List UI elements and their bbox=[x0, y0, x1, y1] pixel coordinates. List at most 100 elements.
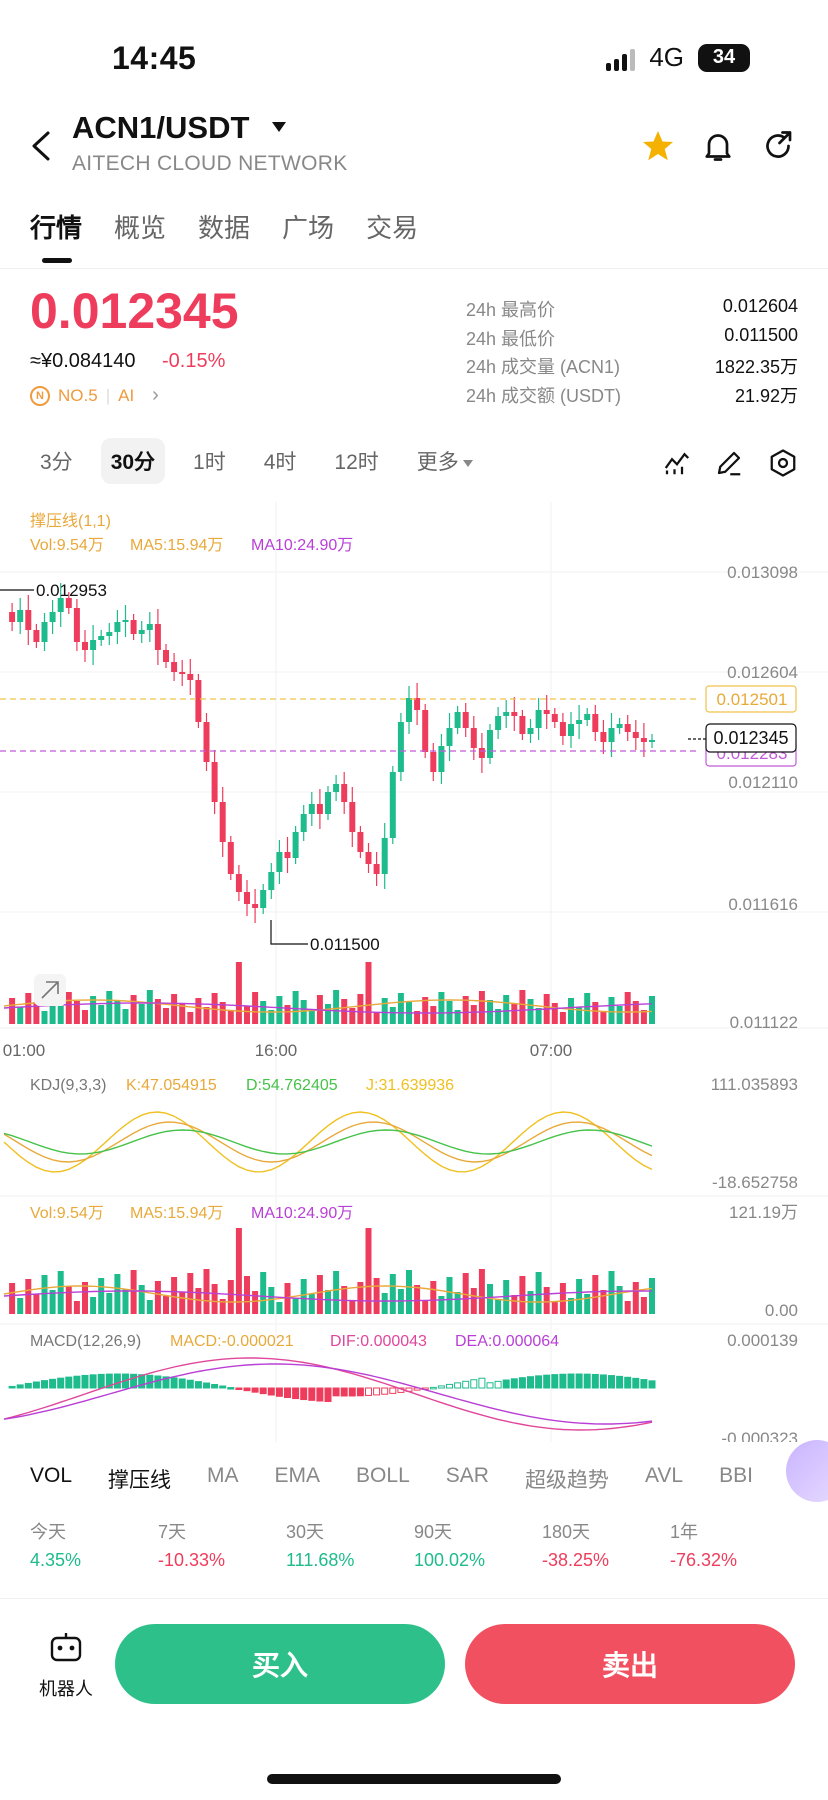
volume-bar bbox=[325, 1290, 331, 1314]
assistant-float-button[interactable] bbox=[786, 1440, 828, 1502]
buy-button[interactable]: 买入 bbox=[115, 1624, 445, 1704]
volume-bar bbox=[82, 1282, 88, 1314]
timeframe-3m[interactable]: 3分 bbox=[40, 451, 73, 474]
indicator-vol[interactable]: VOL bbox=[30, 1464, 73, 1487]
bell-icon[interactable] bbox=[700, 128, 736, 164]
tab-trade[interactable]: 交易 bbox=[366, 213, 419, 243]
volume-bar bbox=[576, 1007, 583, 1024]
sell-button[interactable]: 卖出 bbox=[465, 1624, 795, 1704]
indicator-bbi[interactable]: BBI bbox=[719, 1464, 753, 1487]
kline-chart[interactable]: 0.013098 0.012604 0.012110 0.011616 0.01… bbox=[0, 502, 828, 1442]
candle-body bbox=[82, 642, 88, 650]
volume-bar bbox=[640, 1297, 647, 1314]
vol-value: Vol:9.54万 bbox=[30, 1205, 104, 1222]
volume-bars bbox=[9, 962, 655, 1024]
volume-bar bbox=[349, 1008, 356, 1024]
candle-body bbox=[397, 722, 404, 772]
volume-bar bbox=[90, 1297, 97, 1314]
chevron-right-icon: › bbox=[152, 384, 159, 406]
volume-bar bbox=[98, 1278, 105, 1314]
perf-item: 30天 111.68% bbox=[286, 1522, 355, 1570]
volume-bar bbox=[292, 991, 299, 1024]
indicator-ma[interactable]: MA bbox=[207, 1464, 239, 1487]
candle-body bbox=[640, 738, 647, 742]
timeframe-4h[interactable]: 4时 bbox=[263, 451, 297, 474]
candle-body bbox=[98, 636, 105, 640]
tab-market[interactable]: 行情 bbox=[30, 213, 83, 243]
volume-bar bbox=[608, 1271, 615, 1314]
candle-body bbox=[624, 724, 631, 732]
volume-bar bbox=[624, 1301, 631, 1314]
volume-bar bbox=[195, 998, 202, 1024]
macd-bar bbox=[616, 1375, 624, 1389]
candles bbox=[9, 583, 655, 923]
volume-bar bbox=[551, 1302, 558, 1314]
draw-icon[interactable] bbox=[714, 448, 744, 478]
macd-dea: DEA:0.000064 bbox=[455, 1333, 559, 1350]
macd-bar bbox=[57, 1377, 65, 1389]
macd-bar bbox=[624, 1376, 632, 1389]
macd-bar bbox=[275, 1387, 283, 1397]
timeframe-30m[interactable]: 30分 bbox=[100, 438, 166, 484]
candle-body bbox=[422, 710, 429, 752]
candle-body bbox=[349, 802, 356, 832]
pair-dropdown-icon[interactable] bbox=[272, 122, 286, 132]
macd-bar bbox=[502, 1379, 510, 1389]
candle-body bbox=[195, 680, 202, 722]
candle-body bbox=[300, 814, 307, 832]
indicator-boll[interactable]: BOLL bbox=[356, 1464, 410, 1487]
settings-icon[interactable] bbox=[768, 448, 798, 478]
rank-row[interactable]: N NO.5 | AI › bbox=[30, 384, 159, 407]
candle-body bbox=[171, 662, 178, 672]
macd-bar bbox=[567, 1373, 575, 1389]
volume-bar bbox=[114, 1274, 121, 1314]
volume-bar bbox=[227, 1011, 234, 1024]
y-label: 0.012604 bbox=[727, 663, 798, 682]
indicator-avl[interactable]: AVL bbox=[644, 1464, 684, 1487]
indicator-supertrend[interactable]: 超级趋势 bbox=[524, 1469, 609, 1492]
macd-bar bbox=[332, 1387, 340, 1397]
volume-bar bbox=[33, 1294, 40, 1314]
main-ma5: MA5:15.94万 bbox=[130, 537, 223, 554]
share-icon[interactable] bbox=[760, 128, 796, 164]
tab-overview[interactable]: 概览 bbox=[114, 213, 167, 243]
indicator-sr[interactable]: 撑压线 bbox=[108, 1469, 172, 1492]
divider bbox=[0, 1598, 828, 1599]
kline-svg[interactable]: 0.013098 0.012604 0.012110 0.011616 0.01… bbox=[0, 502, 828, 1442]
candle-body bbox=[406, 698, 412, 722]
tab-data[interactable]: 数据 bbox=[198, 213, 251, 243]
macd-bar bbox=[446, 1383, 453, 1389]
macd-value: MACD:-0.000021 bbox=[170, 1333, 294, 1350]
indicator-ema[interactable]: EMA bbox=[274, 1464, 321, 1487]
timeframe-12h[interactable]: 12时 bbox=[334, 451, 379, 474]
macd-bar bbox=[170, 1377, 178, 1389]
tab-square[interactable]: 广场 bbox=[282, 213, 335, 243]
volume-bar bbox=[203, 1007, 210, 1024]
candle-body bbox=[276, 852, 283, 872]
robot-button[interactable]: 机器人 bbox=[36, 1632, 96, 1701]
star-icon[interactable] bbox=[640, 128, 676, 164]
back-icon[interactable] bbox=[28, 130, 54, 162]
volume-bar bbox=[9, 998, 16, 1024]
indicator-icon[interactable] bbox=[662, 448, 692, 478]
macd-dif: DIF:0.000043 bbox=[330, 1333, 427, 1350]
macd-bar bbox=[154, 1375, 162, 1389]
macd-bar bbox=[130, 1373, 138, 1389]
candle-body bbox=[357, 832, 364, 852]
volume-bar bbox=[25, 1279, 32, 1314]
macd-bar bbox=[203, 1382, 210, 1389]
macd-bar bbox=[356, 1387, 364, 1397]
volume-bar bbox=[333, 1271, 340, 1314]
volume-bar bbox=[146, 1300, 153, 1314]
status-time: 14:45 bbox=[112, 40, 197, 76]
volume-bar bbox=[389, 1274, 396, 1314]
candle-body bbox=[138, 630, 145, 634]
timeframe-1h[interactable]: 1时 bbox=[193, 451, 226, 474]
volume-bar bbox=[130, 1270, 137, 1314]
macd-bar bbox=[41, 1380, 48, 1389]
timeframe-more-label: 更多 bbox=[416, 451, 459, 474]
indicator-sar[interactable]: SAR bbox=[445, 1464, 489, 1487]
timeframe-more[interactable]: 更多 bbox=[407, 438, 483, 484]
pair-title[interactable]: ACN1/USDT bbox=[72, 110, 250, 145]
x-label: 01:00 bbox=[3, 1041, 46, 1060]
